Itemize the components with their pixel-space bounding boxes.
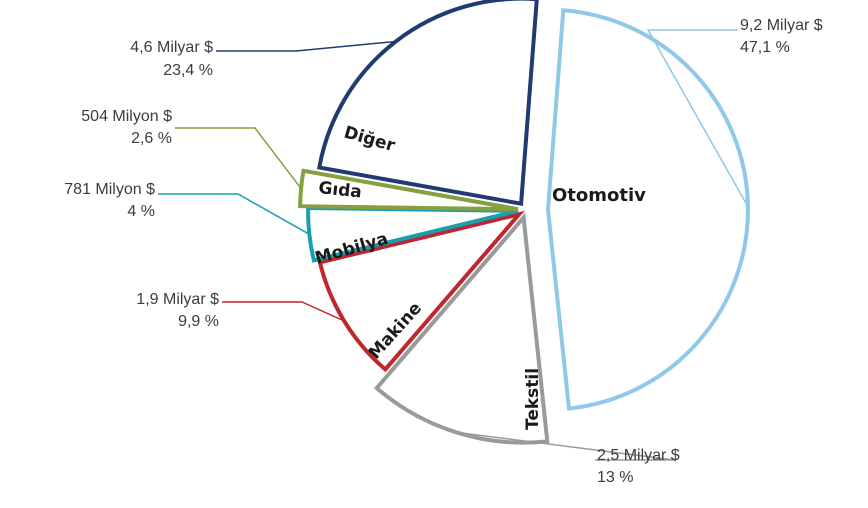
amount-label-makine: 1,9 Milyar $ xyxy=(136,291,219,308)
leader-line-makine xyxy=(222,301,345,322)
slice-otomotiv xyxy=(545,8,750,411)
leader-line-tekstil xyxy=(456,431,676,461)
amount-label-otomotiv: 9,2 Milyar $ xyxy=(740,17,823,34)
amount-label-mobilya: 781 Milyon $ xyxy=(64,181,155,198)
amount-label-diger: 4,6 Milyar $ xyxy=(130,39,213,56)
amount-label-tekstil: 2,5 Milyar $ xyxy=(597,447,680,464)
amount-label-gida: 504 Milyon $ xyxy=(81,108,172,125)
percent-label-otomotiv: 47,1 % xyxy=(740,39,790,56)
percent-label-tekstil: 13 % xyxy=(597,469,633,486)
leader-line-otomotiv xyxy=(646,29,749,208)
leader-line-mobilya xyxy=(158,193,310,235)
slice-makine xyxy=(317,210,525,373)
leader-line-gida xyxy=(175,127,302,189)
slice-gida xyxy=(298,168,519,212)
percent-label-mobilya: 4 % xyxy=(127,203,155,220)
slice-label-otomotiv: Otomotiv xyxy=(552,185,646,206)
leader-line-diger xyxy=(216,40,396,52)
percent-label-diger: 23,4 % xyxy=(163,62,213,79)
percent-label-gida: 2,6 % xyxy=(131,130,172,147)
leader-lines xyxy=(158,29,749,461)
percent-label-makine: 9,9 % xyxy=(178,313,219,330)
slice-label-gida: Gıda xyxy=(317,178,362,202)
slice-diger xyxy=(316,0,539,207)
slice-label-tekstil: Tekstil xyxy=(523,368,543,430)
